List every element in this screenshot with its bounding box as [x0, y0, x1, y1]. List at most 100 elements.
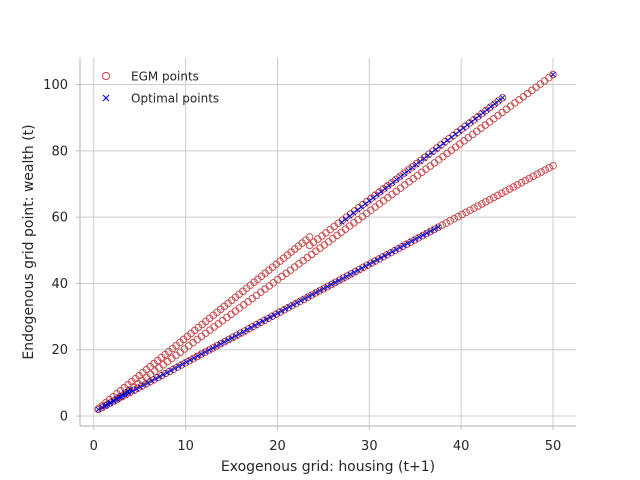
egm-point	[410, 236, 419, 244]
egm-point	[450, 214, 459, 223]
egm-point	[414, 233, 423, 242]
egm-point	[173, 363, 182, 371]
optimal-point	[452, 131, 459, 137]
optimal-point	[271, 312, 277, 318]
optimal-point	[225, 337, 231, 343]
optimal-point	[278, 308, 285, 314]
egm-point	[177, 361, 186, 369]
optimal-point	[290, 302, 296, 308]
egm-point	[213, 342, 221, 350]
optimal-point	[328, 281, 335, 288]
egm-point	[418, 231, 427, 240]
optimal-point	[495, 98, 502, 104]
legend-label-egm-points: EGM points	[131, 70, 199, 84]
optimal-point	[126, 390, 132, 396]
optimal-point	[378, 189, 384, 195]
optimal-point	[476, 113, 482, 119]
optimal-point	[401, 170, 408, 177]
egm-point	[205, 346, 213, 354]
optimal-point	[183, 359, 189, 366]
optimal-point	[263, 316, 270, 322]
egm-point	[525, 174, 534, 183]
optimal-point	[298, 298, 304, 304]
optimal-point	[256, 320, 262, 327]
egm-point	[454, 212, 462, 221]
egm-point	[529, 172, 538, 181]
optimal-point	[320, 285, 327, 292]
x-tick-label: 50	[545, 439, 562, 454]
optimal-point	[99, 404, 105, 411]
egm-point	[509, 183, 518, 191]
optimal-point	[122, 392, 128, 398]
y-tick-label: 100	[43, 78, 68, 93]
optimal-point	[164, 369, 170, 376]
optimal-point	[342, 216, 349, 222]
optimal-point	[107, 400, 113, 406]
egm-point	[319, 284, 328, 293]
optimal-point	[187, 357, 193, 363]
egm-point	[312, 289, 320, 297]
optimal-point	[491, 101, 498, 107]
optimal-point	[366, 198, 372, 204]
optimal-point	[354, 207, 361, 213]
egm-point	[399, 242, 407, 251]
optimal-point	[427, 228, 434, 234]
optimal-point	[374, 192, 380, 198]
egm-point	[232, 331, 241, 340]
optimal-point	[370, 195, 376, 201]
egm-point	[94, 405, 103, 414]
egm-point	[347, 270, 356, 278]
optimal-point	[149, 378, 155, 384]
optimal-point	[390, 179, 396, 186]
egm-point	[335, 276, 344, 284]
egm-point	[434, 223, 443, 231]
optimal-point	[275, 310, 281, 316]
optimal-point	[437, 143, 443, 150]
optimal-point	[409, 164, 416, 171]
optimal-point	[397, 173, 404, 180]
optimal-point	[393, 246, 399, 253]
optimal-point	[110, 398, 117, 404]
x-tick-label: 30	[361, 439, 378, 454]
optimal-point	[95, 406, 102, 413]
egm-point	[185, 356, 194, 365]
optimal-point	[221, 339, 228, 345]
optimal-point	[244, 326, 251, 333]
optimal-point	[240, 328, 247, 335]
optimal-point	[214, 343, 220, 349]
optimal-point	[480, 110, 486, 116]
optimal-point	[145, 380, 151, 386]
optimal-point	[472, 116, 478, 122]
series-egm-points	[94, 70, 557, 414]
optimal-point	[405, 167, 412, 174]
optimal-point	[347, 271, 354, 277]
optimal-point	[433, 146, 439, 153]
optimal-point	[460, 125, 467, 131]
optimal-point	[294, 300, 300, 306]
y-tick-label: 40	[51, 277, 68, 292]
optimal-point	[425, 152, 431, 159]
optimal-point	[217, 341, 224, 347]
axes	[79, 58, 576, 427]
optimal-point	[401, 242, 407, 249]
optimal-point	[456, 128, 463, 134]
egm-point	[308, 291, 316, 299]
optimal-point	[421, 155, 427, 162]
egm-point	[304, 293, 312, 301]
optimal-point	[346, 213, 353, 219]
egm-point	[189, 354, 198, 363]
optimal-point	[374, 257, 380, 263]
optimal-point	[116, 394, 122, 400]
optimal-point	[416, 234, 422, 241]
egm-point	[209, 344, 217, 352]
optimal-point	[179, 361, 186, 368]
series-optimal-points	[95, 71, 556, 413]
optimal-point	[378, 255, 384, 261]
optimal-point	[429, 149, 435, 156]
optimal-point	[488, 104, 494, 110]
egm-point	[513, 181, 522, 189]
optimal-point	[397, 244, 403, 251]
egm-point	[537, 168, 545, 176]
egm-point	[221, 337, 229, 346]
optimal-point	[448, 134, 455, 140]
